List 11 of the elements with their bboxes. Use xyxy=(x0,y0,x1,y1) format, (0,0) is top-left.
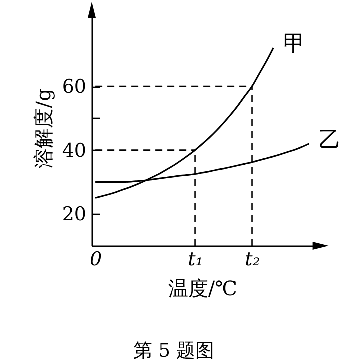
series-label: 甲 xyxy=(284,32,306,57)
x-axis-title: 温度/℃ xyxy=(168,276,238,300)
x-tick-label: t₂ xyxy=(245,248,260,270)
y-tick-label: 20 xyxy=(62,204,86,226)
y-tick-label: 40 xyxy=(62,140,86,162)
x-tick-label: t₁ xyxy=(188,248,204,270)
text: 第 5 题图 xyxy=(132,339,216,364)
y-axis-title: 溶解度/g xyxy=(31,88,56,168)
x-tick-label: 0 xyxy=(90,248,102,270)
y-tick-label: 60 xyxy=(62,76,86,98)
series-label: 乙 xyxy=(319,128,342,153)
